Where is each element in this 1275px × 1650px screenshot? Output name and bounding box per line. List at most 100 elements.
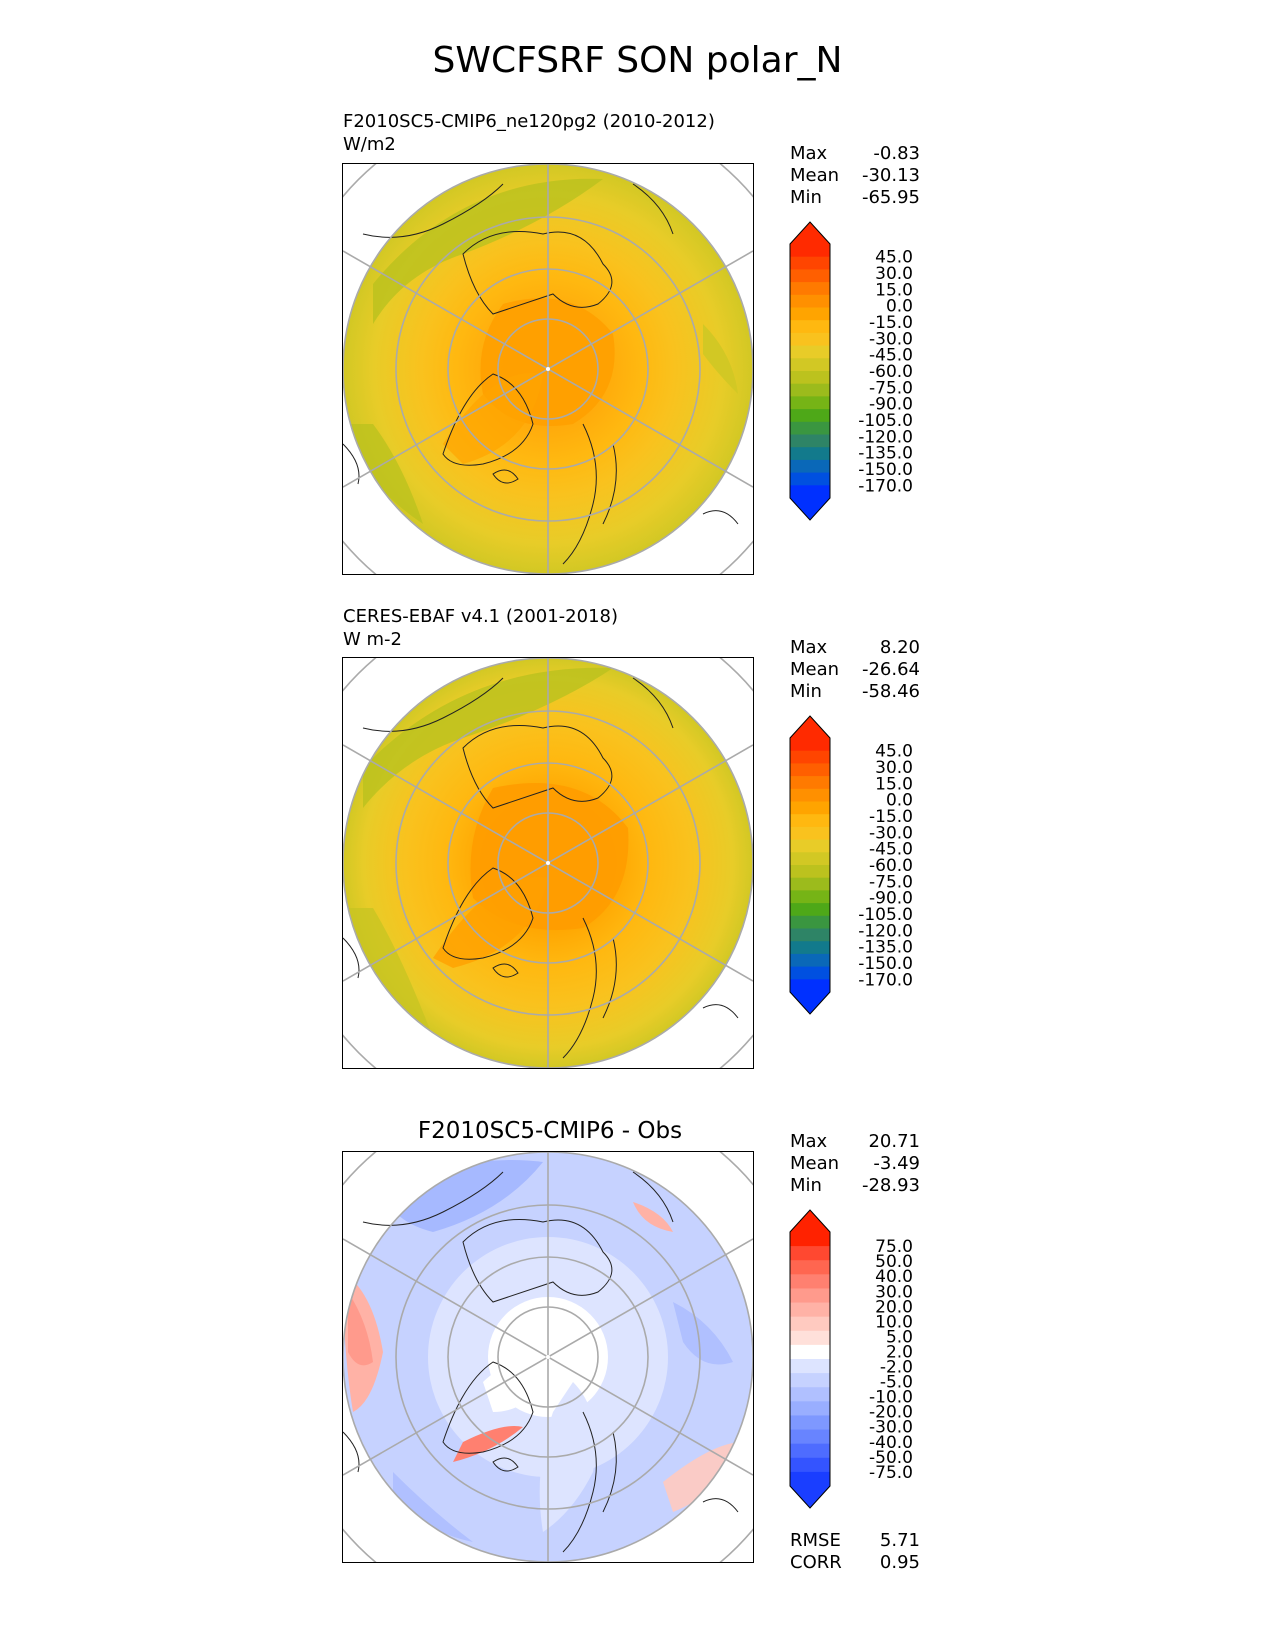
colorbar-outline: [789, 1209, 831, 1509]
colorbar-swatch: [790, 979, 830, 993]
colorbar-swatch: [790, 371, 830, 385]
panel3-colorbar: 75.0 50.0 40.0 30.0 20.0 10.0 5.0 2.0 -2.0 -5.0 -1…: [788, 1209, 918, 1509]
colorbar-tick-label: -30.0: [869, 1418, 913, 1438]
colorbar-tick-label: 0.0: [886, 791, 913, 811]
panel3-map: [342, 1151, 754, 1563]
panel1-min-value: -65.95: [861, 187, 920, 208]
colorbar-swatch: [790, 1429, 830, 1445]
panel1-mean-value: -30.13: [861, 165, 920, 186]
panel2-max-label: Max: [790, 637, 828, 658]
panel2-polar-plot: [343, 658, 753, 1068]
colorbar-tick-label: -15.0: [869, 313, 913, 333]
panel2-mean-value: -26.64: [861, 659, 920, 680]
colorbar-tick-label: -2.0: [880, 1358, 913, 1378]
colorbar-swatch: [790, 1373, 830, 1388]
colorbar-tick-label: -75.0: [869, 378, 913, 398]
panel3-min-value: -28.93: [861, 1175, 920, 1196]
colorbar-tick-label: -60.0: [869, 362, 913, 382]
panel1-colorbar: 45.0 30.0 15.0 0.0 -15.0 -30.0 -45.0 -60.0 -75.0…: [788, 221, 918, 521]
colorbar-tick-label: -120.0: [858, 921, 913, 941]
colorbar-swatch: [790, 269, 830, 283]
rmse-value: 5.71: [879, 1530, 920, 1551]
colorbar-swatch: [790, 1288, 830, 1304]
colorbar-swatch: [790, 1330, 830, 1346]
colorbar-tick-label: -135.0: [858, 938, 913, 958]
colorbar-extend-min: [790, 498, 830, 520]
colorbar-swatch: [790, 738, 830, 752]
colorbar-swatch: [790, 307, 830, 321]
colorbar-tick-label: -150.0: [858, 460, 913, 480]
rmse-label: RMSE: [790, 1530, 841, 1551]
colorbar-swatch: [790, 282, 830, 296]
colorbar-tick-label: -30.0: [869, 823, 913, 843]
colorbar-swatch: [790, 409, 830, 423]
colorbar-tick-label: -45.0: [869, 840, 913, 860]
colorbar-swatch: [790, 903, 830, 917]
colorbar-swatch: [790, 953, 830, 968]
colorbar-swatch: [790, 421, 830, 435]
colorbar-outline: [789, 715, 831, 1015]
panel3-title: F2010SC5-CMIP6 - Obs: [417, 1118, 683, 1144]
colorbar-swatch: [790, 1260, 830, 1275]
colorbar-tick-label: -90.0: [869, 395, 913, 415]
colorbar-swatch: [790, 915, 830, 929]
colorbar-tick-label: -5.0: [880, 1373, 913, 1393]
colorbar-swatch: [790, 244, 830, 258]
colorbar-swatch: [790, 801, 830, 815]
panel1-units: W/m2: [343, 134, 396, 155]
colorbar-swatch: [790, 877, 830, 891]
colorbar-tick-label: 30.0: [875, 264, 913, 284]
colorbar-swatch: [790, 941, 830, 955]
colorbar-extend-max: [790, 222, 830, 244]
colorbar-tick-label: -120.0: [858, 427, 913, 447]
panel2-max-value: 8.20: [879, 637, 920, 658]
colorbar-swatch: [790, 826, 830, 841]
colorbar-swatch: [790, 763, 830, 777]
panel3-metrics: RMSE 5.71 CORR 0.95: [790, 1530, 920, 1574]
panel1-coastlines: [343, 183, 739, 565]
panel3-mean-label: Mean: [790, 1153, 840, 1174]
colorbar-swatch: [790, 928, 830, 942]
panel2-coastlines: [343, 677, 739, 1059]
colorbar-swatch: [790, 434, 830, 448]
panel2-title: CERES-EBAF v4.1 (2001-2018): [343, 606, 619, 627]
panel2-mean-label: Mean: [790, 659, 840, 680]
colorbar-tick-label: -150.0: [858, 954, 913, 974]
colorbar-swatch: [790, 1246, 830, 1261]
colorbar-tick-label: -105.0: [858, 411, 913, 431]
colorbar-swatch: [790, 1401, 830, 1416]
colorbar-swatch: [790, 1443, 830, 1459]
colorbar-swatch: [790, 256, 830, 270]
colorbar-tick-label: 2.0: [886, 1342, 913, 1362]
colorbar-tick-label: -75.0: [869, 872, 913, 892]
colorbar-swatch: [790, 383, 830, 397]
colorbar-tick-label: -45.0: [869, 346, 913, 366]
colorbar-tick-label: -105.0: [858, 905, 913, 925]
colorbar-swatch: [790, 1359, 830, 1374]
colorbar-tick-label: 0.0: [886, 297, 913, 317]
colorbar-tick-label: -135.0: [858, 444, 913, 464]
colorbar-swatch: [790, 1302, 830, 1318]
colorbar-swatch: [790, 447, 830, 461]
colorbar-swatch: [790, 294, 830, 308]
panel3-min-label: Min: [790, 1175, 822, 1196]
colorbar-swatch: [790, 839, 830, 853]
colorbar-tick-label: 30.0: [875, 1282, 913, 1302]
colorbar-swatch: [790, 852, 830, 866]
colorbar-swatch: [790, 750, 830, 764]
panel2-colorbar: 45.0 30.0 15.0 0.0 -15.0 -30.0 -45.0 -60.0 -75.0…: [788, 715, 918, 1015]
colorbar-swatch: [790, 472, 830, 486]
colorbar-extend-min: [790, 1486, 830, 1508]
colorbar-tick-label: -50.0: [869, 1448, 913, 1468]
colorbar-tick-label: 15.0: [875, 774, 913, 794]
colorbar-swatch: [790, 1415, 830, 1431]
panel1-title: F2010SC5-CMIP6_ne120pg2 (2010-2012): [343, 111, 715, 132]
colorbar-swatch: [790, 865, 830, 879]
colorbar-swatch: [790, 788, 830, 802]
panel3-coastlines: [343, 1171, 739, 1553]
panel1-stats: Max -0.83 Mean -30.13 Min -65.95: [790, 143, 920, 209]
panel3-max-value: 20.71: [868, 1131, 920, 1152]
colorbar-tick-label: -90.0: [869, 889, 913, 909]
colorbar-tick-label: 20.0: [875, 1297, 913, 1317]
colorbar-tick-label: 75.0: [875, 1237, 913, 1257]
